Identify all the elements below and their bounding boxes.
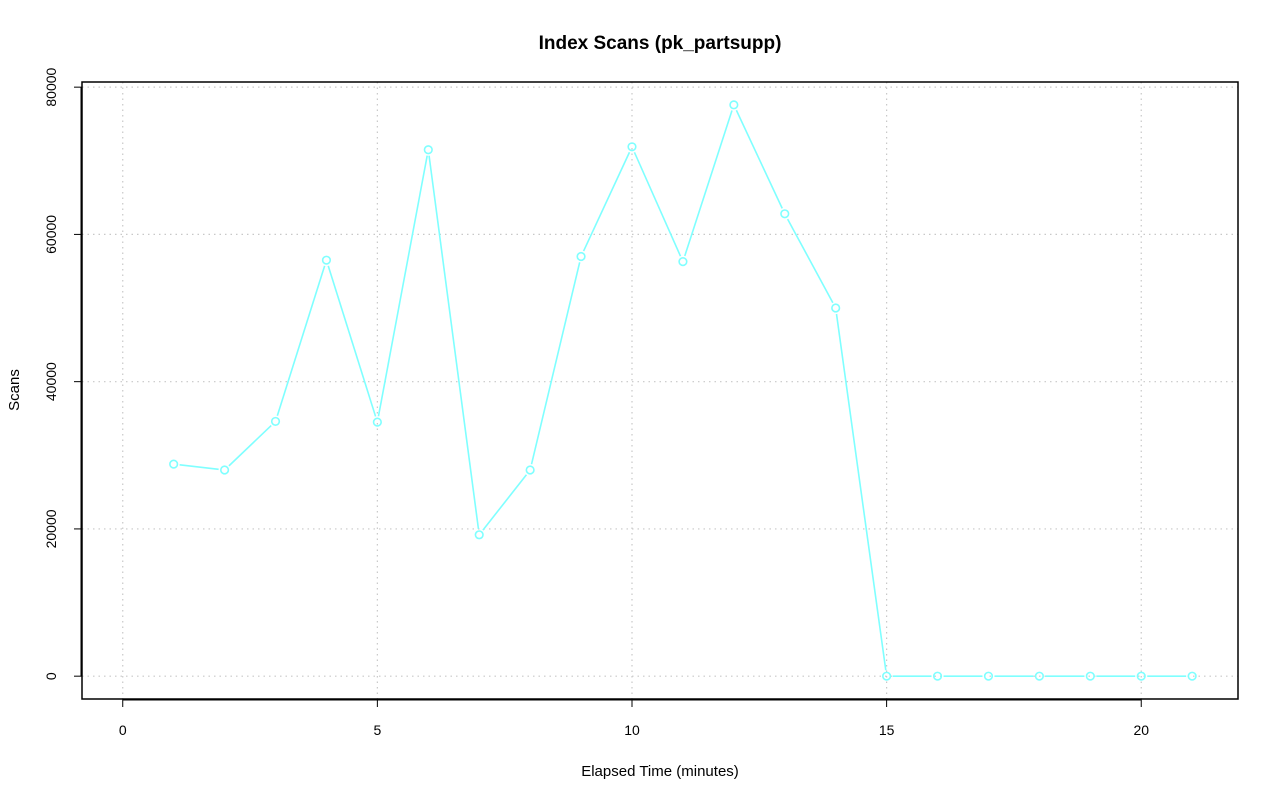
data-point <box>576 251 586 262</box>
data-point <box>1085 671 1095 681</box>
data-point <box>932 671 943 681</box>
x-tick-label: 0 <box>119 722 127 738</box>
series-line-segment <box>327 265 377 417</box>
data-point <box>831 303 841 313</box>
series-line-segment <box>482 474 528 531</box>
y-tick-label: 80000 <box>43 67 59 106</box>
series-line-segment <box>633 151 682 257</box>
data-point <box>983 671 994 681</box>
x-tick-label: 20 <box>1133 722 1149 738</box>
data-point <box>525 465 535 475</box>
data-point <box>627 142 637 152</box>
x-tick-label: 15 <box>879 722 895 738</box>
series-layer <box>169 100 1197 681</box>
data-point <box>474 530 484 540</box>
series-line-segment <box>735 109 783 209</box>
data-point <box>169 459 179 469</box>
y-axis-label: Scans <box>6 369 23 411</box>
series-line-segment <box>786 218 834 304</box>
data-point <box>1136 671 1146 681</box>
series-line-segment <box>530 262 581 465</box>
data-point <box>372 417 382 427</box>
data-point <box>729 100 739 110</box>
data-point <box>219 465 230 475</box>
x-axis-label: Elapsed Time (minutes) <box>581 763 739 780</box>
data-point <box>423 145 433 155</box>
series-line-segment <box>377 155 428 417</box>
series-line-segment <box>684 110 733 257</box>
data-point <box>270 416 281 427</box>
data-point <box>1034 671 1044 681</box>
series-line-segment <box>179 464 219 471</box>
series-line-segment <box>835 313 887 671</box>
plot-frame <box>81 81 1239 700</box>
x-tick-label: 10 <box>624 722 640 738</box>
data-point <box>321 255 332 265</box>
y-tick-label: 40000 <box>43 362 59 401</box>
data-point <box>882 671 892 681</box>
data-point <box>1187 671 1197 681</box>
series-line-segment <box>276 265 326 416</box>
series-line-segment <box>228 424 272 467</box>
series-line-segment <box>428 155 480 529</box>
chart-title: Index Scans (pk_partsupp) <box>539 33 782 54</box>
data-point <box>678 257 688 267</box>
series-line-segment <box>582 151 631 252</box>
y-tick-label: 0 <box>43 672 59 680</box>
axes-layer: 0 5 10 15 20 0 20000 40000 60000 80000 <box>43 67 1149 738</box>
y-tick-label: 60000 <box>43 215 59 254</box>
grid-layer <box>82 82 1238 699</box>
x-tick-label: 5 <box>373 722 381 738</box>
y-tick-label: 20000 <box>43 509 59 548</box>
data-point <box>780 209 790 219</box>
